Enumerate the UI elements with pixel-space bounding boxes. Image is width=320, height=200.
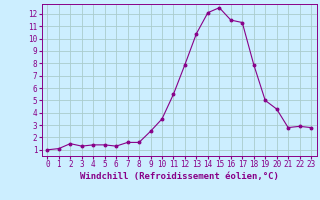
- X-axis label: Windchill (Refroidissement éolien,°C): Windchill (Refroidissement éolien,°C): [80, 172, 279, 181]
